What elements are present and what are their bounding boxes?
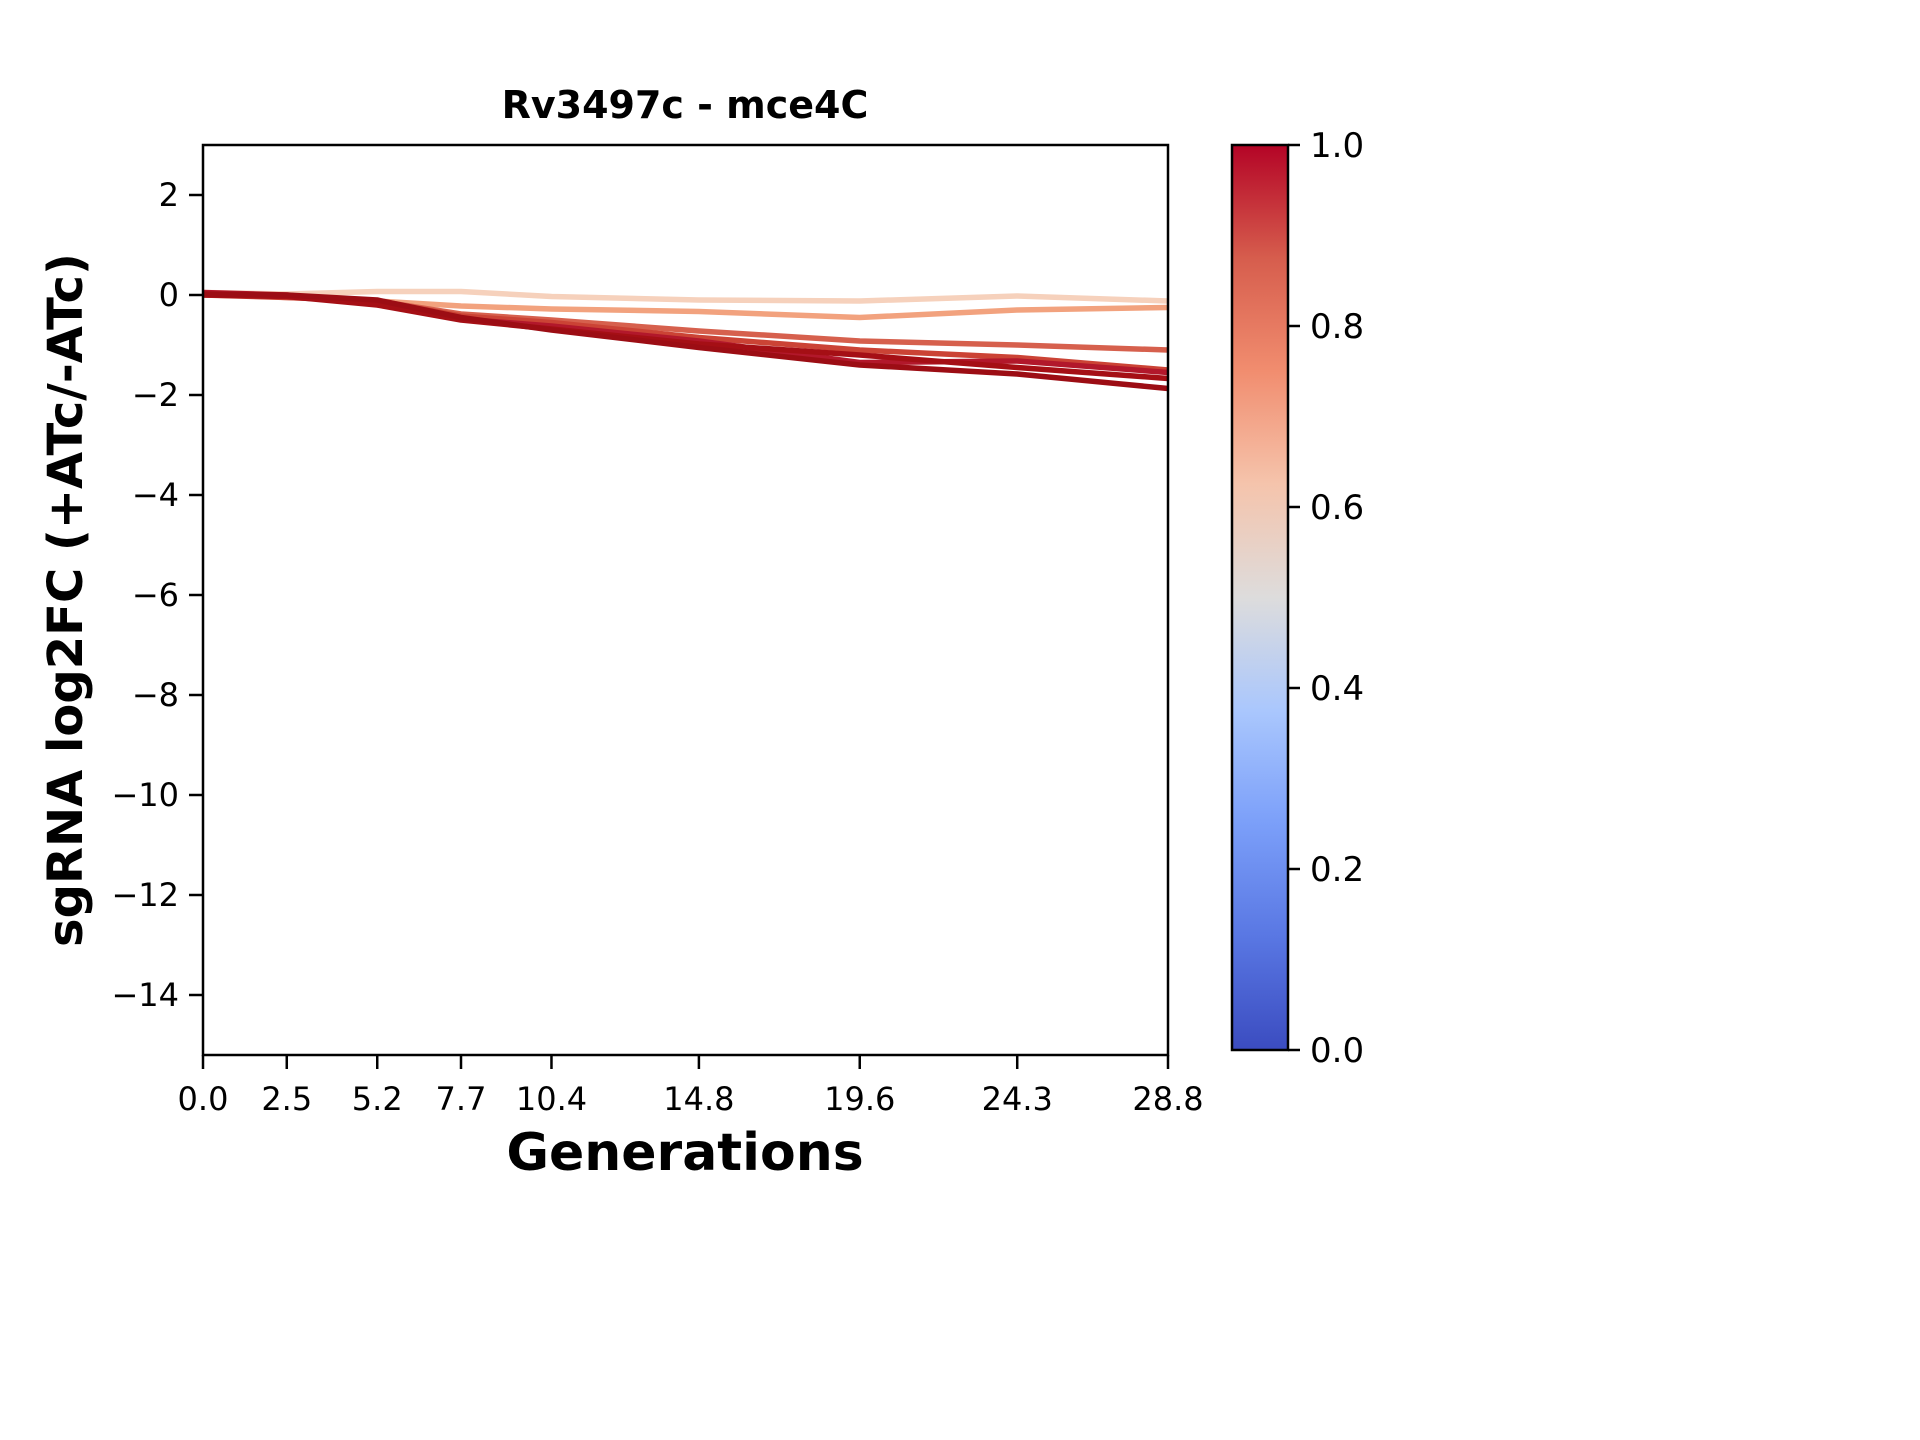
colorbar-tick-label: 0.0 <box>1310 1031 1364 1071</box>
y-tick-label: 2 <box>159 176 179 214</box>
x-tick-label: 5.2 <box>352 1080 403 1118</box>
x-tick-label: 24.3 <box>982 1080 1053 1118</box>
x-axis-ticks: 0.0 2.5 5.2 7.7 10.4 14.8 19.6 24.3 28.8 <box>178 1055 1204 1118</box>
y-tick-label: −4 <box>132 476 179 514</box>
x-tick-label: 28.8 <box>1132 1080 1203 1118</box>
x-tick-label: 19.6 <box>824 1080 895 1118</box>
y-tick-label: 0 <box>159 276 179 314</box>
colorbar-tick-label: 0.4 <box>1310 669 1364 709</box>
colorbar-tick-label: 0.2 <box>1310 850 1364 890</box>
series-line <box>202 291 1169 392</box>
x-axis-label: Generations <box>506 1123 863 1183</box>
colorbar-tick-label: 0.8 <box>1310 307 1364 347</box>
colorbar <box>1230 143 1290 1052</box>
x-tick-label: 7.7 <box>436 1080 487 1118</box>
series-lines <box>202 288 1169 392</box>
colorbar-ticks: 1.0 0.8 0.6 0.4 0.2 0.0 <box>1288 126 1364 1071</box>
x-tick-label: 0.0 <box>178 1080 229 1118</box>
x-tick-label: 14.8 <box>663 1080 734 1118</box>
plot-border <box>201 143 1170 1057</box>
y-tick-label: −8 <box>132 676 179 714</box>
colorbar-tick-label: 0.6 <box>1310 488 1364 528</box>
y-tick-label: −6 <box>132 576 179 614</box>
y-axis-label: sgRNA log2FC (+ATc/-ATc) <box>38 253 94 947</box>
x-tick-label: 10.4 <box>516 1080 587 1118</box>
y-tick-label: −10 <box>111 776 179 814</box>
x-tick-label: 2.5 <box>261 1080 312 1118</box>
y-tick-label: −2 <box>132 376 179 414</box>
y-axis-ticks: 2 0 −2 −4 −6 −8 −10 −12 −14 <box>111 176 203 1014</box>
series-line <box>202 288 1169 304</box>
y-tick-label: −12 <box>111 876 179 914</box>
chart-title: Rv3497c - mce4C <box>502 83 869 127</box>
colorbar-tick-label: 1.0 <box>1310 126 1364 166</box>
y-tick-label: −14 <box>111 976 179 1014</box>
